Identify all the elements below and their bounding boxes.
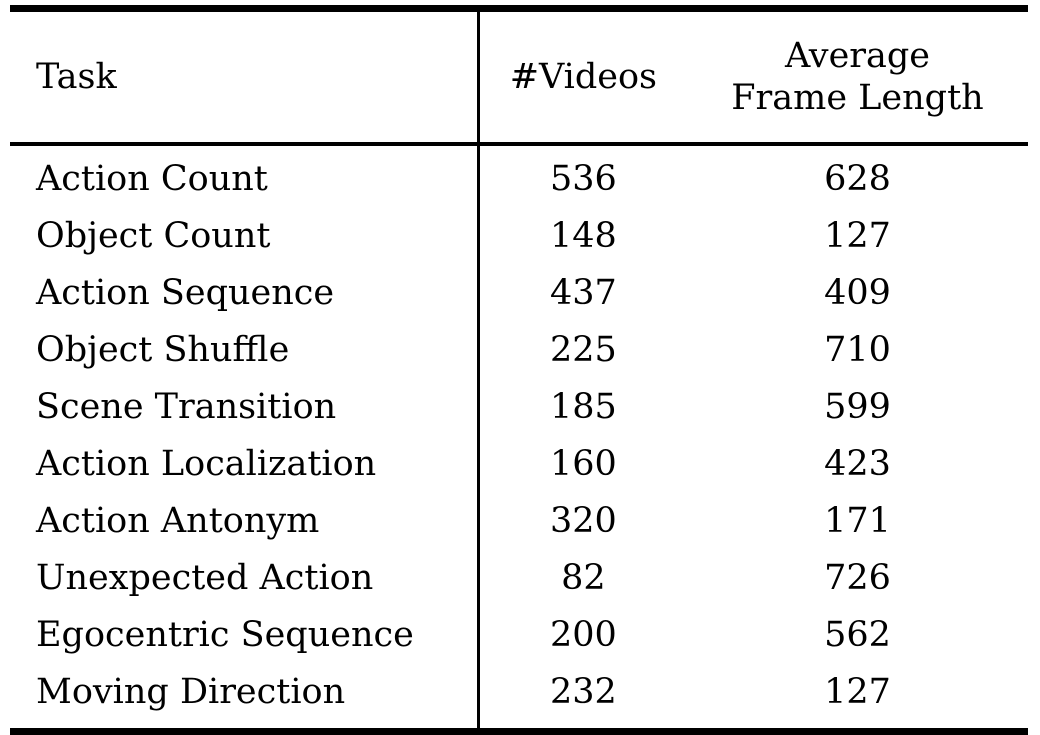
table-header: Task #Videos Average Frame Length (10, 8, 1028, 146)
table-row: Action Sequence 437 409 (10, 265, 1028, 322)
cell-average-frame-length: 423 (824, 444, 891, 484)
column-header-average-line1: Average (784, 36, 930, 76)
table-body: Action Count 536 628 Object Count 148 127 Acti… (10, 144, 1028, 732)
cell-average-frame-length: 726 (824, 558, 891, 598)
cell-average-frame-length: 409 (824, 273, 891, 313)
cell-task: Scene Transition (10, 379, 480, 436)
cell-videos: 148 (549, 216, 617, 256)
cell-videos: 82 (561, 558, 606, 598)
table-row: Object Shuffle 225 710 (10, 322, 1028, 379)
cell-videos: 320 (549, 501, 617, 541)
cell-task: Egocentric Sequence (10, 607, 480, 664)
cell-average-frame-length: 127 (824, 672, 891, 712)
cell-task: Unexpected Action (10, 550, 480, 607)
cell-average-frame-length: 171 (824, 501, 891, 541)
column-header-average-line2: Frame Length (731, 78, 984, 118)
cell-videos: 200 (549, 615, 617, 655)
task-statistics-table: Task #Videos Average Frame Length Action… (10, 5, 1028, 735)
cell-videos: 232 (549, 672, 617, 712)
table-row: Action Localization 160 423 (10, 436, 1028, 493)
cell-task: Object Count (10, 208, 480, 265)
header-row: Task #Videos Average Frame Length (10, 8, 1028, 146)
table-row: Action Antonym 320 171 (10, 493, 1028, 550)
cell-average-frame-length: 628 (824, 159, 891, 199)
cell-average-frame-length: 599 (824, 387, 891, 427)
cell-task: Action Sequence (10, 265, 480, 322)
cell-task: Moving Direction (10, 664, 480, 732)
column-header-videos: #Videos (478, 8, 687, 146)
table-row: Unexpected Action 82 726 (10, 550, 1028, 607)
table-row: Moving Direction 232 127 (10, 664, 1028, 732)
cell-average-frame-length: 710 (824, 330, 891, 370)
table-row: Action Count 536 628 (10, 144, 1028, 208)
cell-task: Action Antonym (10, 493, 480, 550)
cell-videos: 225 (549, 330, 617, 370)
cell-task: Action Localization (10, 436, 480, 493)
table-row: Object Count 148 127 (10, 208, 1028, 265)
cell-task: Action Count (10, 144, 480, 208)
cell-average-frame-length: 127 (824, 216, 891, 256)
table-row: Scene Transition 185 599 (10, 379, 1028, 436)
table-row: Egocentric Sequence 200 562 (10, 607, 1028, 664)
cell-videos: 185 (549, 387, 617, 427)
cell-average-frame-length: 562 (824, 615, 891, 655)
cell-videos: 160 (549, 444, 617, 484)
column-header-average-frame-length: Average Frame Length (686, 8, 1028, 146)
cell-videos: 536 (549, 159, 617, 199)
cell-videos: 437 (549, 273, 617, 313)
cell-task: Object Shuffle (10, 322, 480, 379)
column-header-task: Task (10, 8, 480, 146)
